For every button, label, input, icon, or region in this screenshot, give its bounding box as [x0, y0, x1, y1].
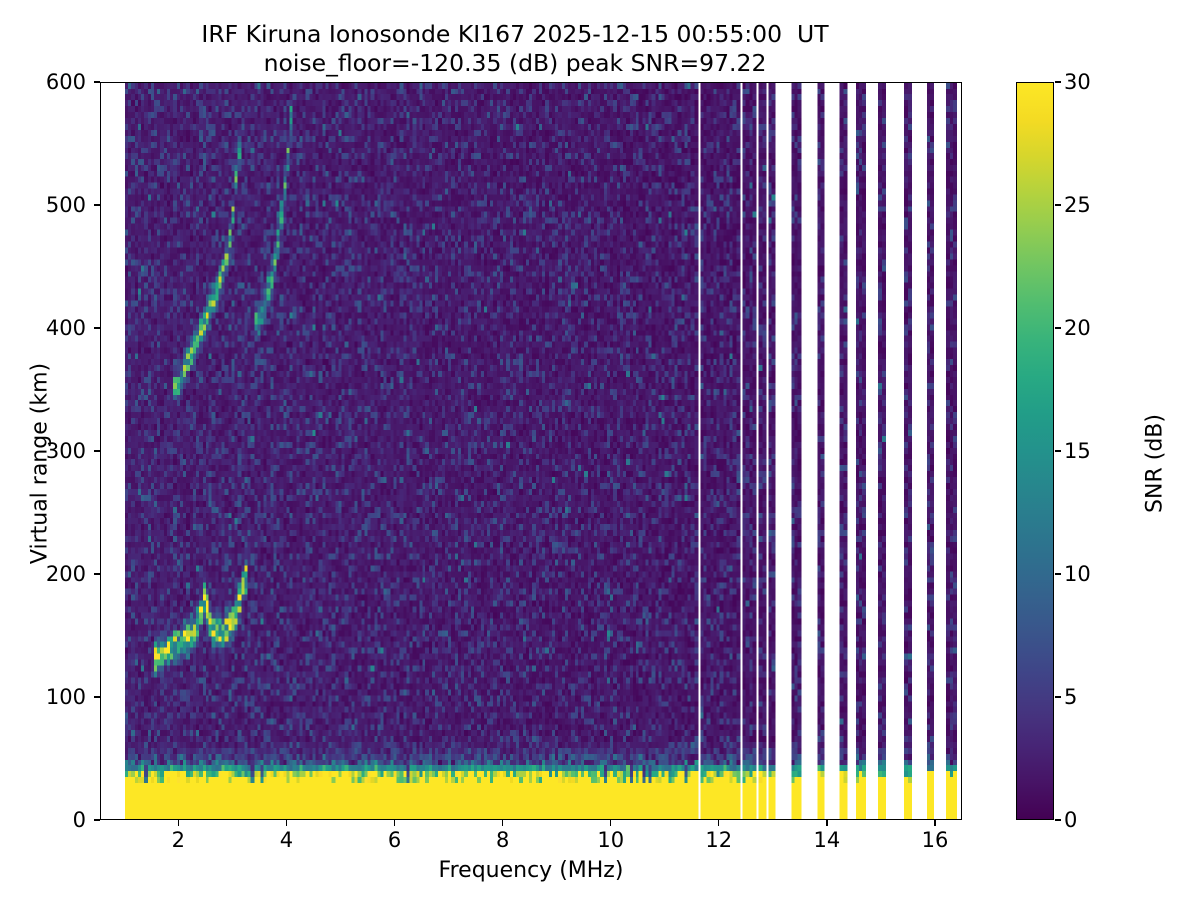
- x-tick-mark: [285, 820, 288, 826]
- colorbar-tick-mark: [1055, 573, 1061, 575]
- x-tick-label: 10: [597, 828, 625, 852]
- x-tick-mark: [718, 820, 720, 826]
- colorbar-label: SNR (dB): [1142, 414, 1168, 513]
- y-tick-label: 400: [45, 316, 86, 340]
- x-axis-label: Frequency (MHz): [438, 858, 624, 883]
- x-tick-label: 6: [387, 828, 402, 852]
- x-tick-mark: [826, 820, 828, 826]
- y-tick-mark: [94, 81, 100, 83]
- colorbar-tick-mark: [1055, 819, 1061, 821]
- x-tick-label: 12: [705, 828, 733, 852]
- x-tick-label: 4: [279, 828, 294, 852]
- colorbar-tick-label: 15: [1064, 439, 1091, 463]
- y-tick-label: 300: [45, 439, 86, 463]
- y-tick-label: 100: [45, 685, 86, 709]
- colorbar-tick-mark: [1055, 696, 1061, 698]
- colorbar-tick-label: 10: [1064, 562, 1091, 586]
- x-tick-mark: [934, 820, 936, 826]
- colorbar[interactable]: [1016, 82, 1054, 820]
- y-tick-label: 0: [72, 808, 86, 832]
- y-tick-mark: [94, 819, 100, 821]
- y-tick-mark: [94, 450, 100, 452]
- colorbar-tick-label: 30: [1064, 70, 1091, 94]
- x-tick-mark: [393, 820, 396, 826]
- x-tick-mark: [177, 820, 179, 826]
- figure-title: IRF Kiruna Ionosonde KI167 2025-12-15 00…: [0, 20, 1030, 77]
- title-line-1: IRF Kiruna Ionosonde KI167 2025-12-15 00…: [201, 20, 829, 48]
- y-tick-label: 600: [45, 70, 86, 94]
- ionogram-heatmap-canvas[interactable]: [101, 83, 961, 819]
- y-tick-mark: [94, 204, 100, 206]
- ionogram-plot-area[interactable]: [100, 82, 962, 820]
- x-tick-mark: [501, 820, 504, 826]
- x-tick-mark: [610, 820, 612, 826]
- y-tick-mark: [94, 696, 100, 698]
- y-axis-label: Virtual range (km): [27, 362, 53, 565]
- x-tick-label: 16: [921, 828, 949, 852]
- y-tick-mark: [94, 327, 100, 329]
- title-line-2: noise_floor=-120.35 (dB) peak SNR=97.22: [263, 48, 767, 77]
- y-tick-mark: [94, 573, 100, 575]
- y-tick-label: 200: [45, 562, 86, 586]
- x-tick-label: 8: [495, 828, 510, 852]
- colorbar-tick-label: 25: [1064, 193, 1091, 217]
- colorbar-tick-label: 0: [1064, 808, 1078, 832]
- x-tick-label: 14: [813, 828, 841, 852]
- colorbar-tick-label: 20: [1064, 316, 1091, 340]
- colorbar-tick-label: 5: [1064, 685, 1078, 709]
- colorbar-gradient: [1017, 83, 1053, 819]
- colorbar-tick-mark: [1055, 327, 1061, 329]
- colorbar-tick-mark: [1055, 204, 1061, 206]
- colorbar-tick-mark: [1055, 81, 1061, 83]
- y-tick-label: 500: [45, 193, 86, 217]
- x-tick-label: 2: [171, 828, 186, 852]
- colorbar-tick-mark: [1055, 450, 1061, 452]
